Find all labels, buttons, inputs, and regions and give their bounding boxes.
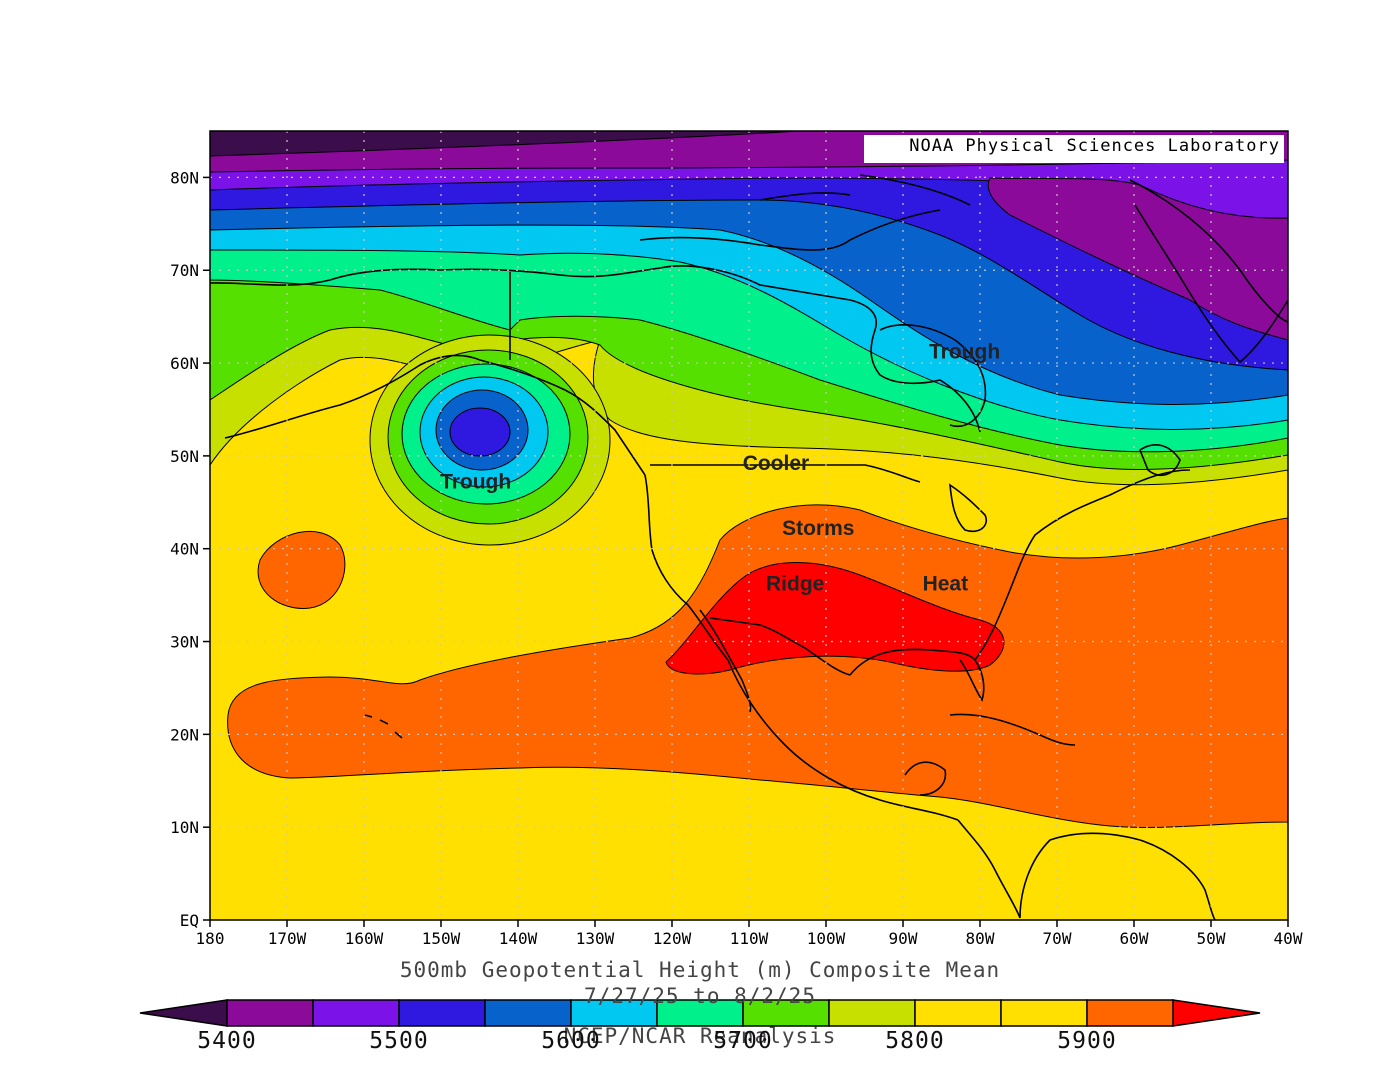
coast-greenland xyxy=(1129,179,1288,364)
lon-tick-label: 140W xyxy=(499,929,538,948)
coast-us-west xyxy=(644,474,959,821)
lon-tick-label: 70W xyxy=(1043,929,1072,948)
map-annotation: Trough xyxy=(440,470,511,493)
band-5900 xyxy=(227,504,1288,828)
lon-tick-label: 110W xyxy=(730,929,769,948)
map-annotation: Cooler xyxy=(743,452,810,475)
coast-baja xyxy=(699,609,752,713)
coastlines xyxy=(210,174,1288,920)
colorbar-swatch xyxy=(312,999,400,1027)
coast-alaska-north xyxy=(210,265,981,433)
coast-newfoundland xyxy=(1139,444,1181,476)
lat-tick-label: 50N xyxy=(170,447,199,466)
lat-tick-label: 10N xyxy=(170,818,199,837)
latitude-axis: EQ 10N 20N 30N 40N 50N 60N 70N 80N xyxy=(170,168,210,930)
lat-tick-label: 30N xyxy=(170,633,199,652)
colorbar-label: 5800 xyxy=(885,1028,945,1054)
annotations: Trough Trough Cooler Storms Ridge Heat xyxy=(440,340,1000,595)
colorbar-label: 5600 xyxy=(541,1028,601,1054)
credit-label: NOAA Physical Sciences Laboratory xyxy=(864,135,1284,163)
lon-tick-label: 40W xyxy=(1274,929,1303,948)
lat-tick-label: 20N xyxy=(170,725,199,744)
lon-tick-label: 170W xyxy=(268,929,307,948)
border-us-mexico xyxy=(709,617,851,676)
lon-tick-label: 120W xyxy=(653,929,692,948)
lon-tick-label: 160W xyxy=(345,929,384,948)
coast-great-lakes xyxy=(949,483,987,533)
lon-tick-label: 60W xyxy=(1120,929,1149,948)
colorbar-label: 5500 xyxy=(369,1028,429,1054)
lat-tick-label: 40N xyxy=(170,540,199,559)
border-us-canada xyxy=(650,464,921,483)
colorbar-label: 5400 xyxy=(197,1028,257,1054)
longitude-axis: 180 170W 160W 150W 140W 130W 120W 110W 100W 90W 80… xyxy=(196,920,1303,948)
coast-central-america xyxy=(957,819,1021,919)
coast-hawaii xyxy=(364,714,403,739)
lon-tick-label: 90W xyxy=(889,929,918,948)
graticule xyxy=(210,131,1288,920)
colorbar-swatch xyxy=(1086,999,1174,1027)
lon-tick-label: 180 xyxy=(196,929,225,948)
lat-tick-label: 80N xyxy=(170,168,199,187)
map-annotation: Heat xyxy=(923,572,969,595)
lat-tick-label: EQ xyxy=(180,911,199,930)
lon-tick-label: 80W xyxy=(966,929,995,948)
colorbar-swatch xyxy=(398,999,486,1027)
map-annotation: Ridge xyxy=(766,572,824,595)
caption-variable: 500mb Geopotential Height (m) Composite … xyxy=(399,958,1001,982)
coast-cuba xyxy=(949,713,1076,746)
colorbar-swatch xyxy=(1000,999,1088,1027)
lon-tick-label: 130W xyxy=(576,929,615,948)
band-5450-greenland xyxy=(987,177,1288,341)
coast-alaska-south xyxy=(224,354,646,476)
colorbar-swatch xyxy=(914,999,1002,1027)
colorbar-swatch xyxy=(484,999,572,1027)
colorbar-swatch xyxy=(570,999,658,1027)
map-annotation: Trough xyxy=(929,340,1000,363)
lon-tick-label: 50W xyxy=(1197,929,1226,948)
map-annotation: Storms xyxy=(782,517,854,540)
band-below-5400 xyxy=(210,131,801,157)
caption-source: NCEP/NCAR Reanalysis xyxy=(563,1024,837,1048)
colorbar-label: 5700 xyxy=(713,1028,773,1054)
colorbar-swatch xyxy=(828,999,916,1027)
coast-us-east xyxy=(974,469,1191,661)
lat-tick-label: 60N xyxy=(170,354,199,373)
lat-tick-label: 70N xyxy=(170,261,199,280)
colorbar-label: 5900 xyxy=(1057,1028,1117,1054)
colorbar xyxy=(139,999,1261,1027)
coast-arctic-islands xyxy=(639,174,971,251)
caption-dates: 7/27/25 to 8/2/25 xyxy=(584,984,816,1008)
low-core-5550 xyxy=(449,407,511,457)
lon-tick-label: 100W xyxy=(807,929,846,948)
coast-south-america xyxy=(1019,832,1216,920)
coast-hudson-bay xyxy=(879,324,987,427)
lon-tick-label: 150W xyxy=(422,929,461,948)
coast-yucatan xyxy=(904,761,947,796)
pacific-high-5900 xyxy=(257,530,346,609)
